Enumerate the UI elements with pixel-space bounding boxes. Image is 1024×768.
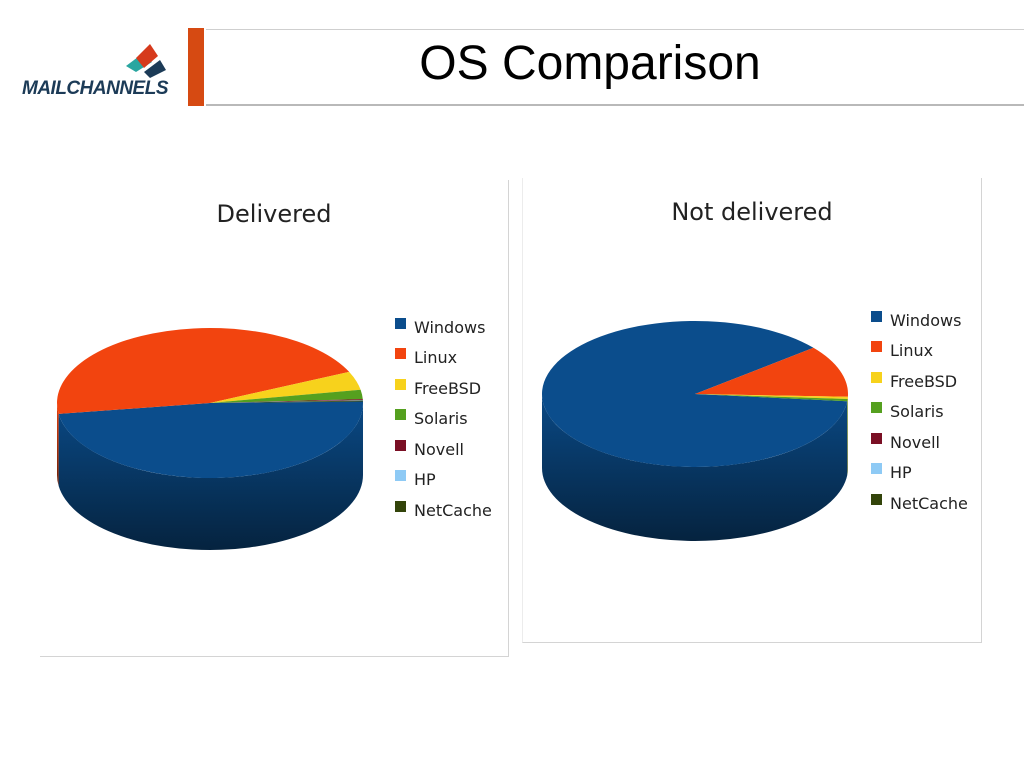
delivered-chart-title: Delivered [216, 200, 332, 228]
accent-bar [188, 28, 204, 106]
legend-swatch [871, 402, 882, 414]
page-title: OS Comparison [419, 37, 761, 90]
pie-slice-side-windows [58, 403, 363, 550]
legend-item-freebsd: FreeBSD [871, 366, 968, 397]
legend-item-netcache: NetCache [871, 488, 968, 519]
legend-item-novell: Novell [871, 427, 968, 458]
not-delivered-chart-panel: Not delivered Windows Linux FreeBSD Solaris… [522, 178, 982, 643]
legend-swatch [871, 341, 882, 353]
legend-swatch [395, 470, 406, 482]
pie-slice-novell [210, 399, 363, 403]
pie-slice-windows [542, 321, 848, 467]
legend-swatch [395, 500, 406, 512]
legend-item-novell: Novell [395, 434, 492, 465]
legend-label: FreeBSD [890, 371, 958, 391]
legend-item-netcache: NetCache [395, 495, 492, 526]
legend-swatch [871, 371, 882, 383]
legend-item-freebsd: FreeBSD [395, 373, 492, 404]
delivered-legend: Windows Linux FreeBSD Solaris Novell HP NetCac… [395, 312, 492, 526]
pie-slice-linux [56, 328, 350, 414]
legend-item-windows: Windows [871, 305, 968, 336]
legend-label: Novell [890, 432, 940, 452]
pie-slice-windows [58, 401, 363, 478]
delivered-pie-chart [56, 328, 363, 550]
legend-swatch [871, 310, 882, 322]
legend-item-solaris: Solaris [395, 404, 492, 435]
legend-label: FreeBSD [414, 378, 482, 398]
legend-item-solaris: Solaris [871, 397, 968, 428]
pie-slice-freebsd [695, 394, 848, 400]
legend-label: Novell [414, 439, 464, 459]
pie-slice-solaris [210, 389, 363, 403]
mailchannels-logo: MAILCHANNELS [22, 42, 182, 106]
legend-swatch [395, 378, 406, 390]
pie-slice-linux [695, 347, 848, 397]
legend-swatch [395, 317, 406, 329]
title-rule-top [206, 29, 1024, 30]
not-delivered-legend: Windows Linux FreeBSD Solaris Novell HP NetCac… [871, 305, 968, 519]
not-delivered-pie-chart [542, 321, 848, 541]
slide-header: MAILCHANNELS OS Comparison [0, 0, 1024, 110]
legend-item-windows: Windows [395, 312, 492, 343]
legend-label: Windows [414, 317, 486, 337]
legend-label: NetCache [890, 493, 968, 513]
not-delivered-chart-title: Not delivered [671, 198, 833, 226]
legend-label: Solaris [414, 409, 468, 429]
legend-label: Solaris [890, 402, 944, 422]
legend-swatch [871, 432, 882, 444]
delivered-chart-panel: Delivered Windows Linux FreeBSD Solaris Nove… [40, 180, 509, 657]
legend-label: NetCache [414, 500, 492, 520]
legend-label: Linux [890, 341, 934, 361]
legend-swatch [395, 348, 406, 360]
legend-swatch [395, 439, 406, 451]
legend-label: HP [414, 470, 436, 490]
pie-slice-netcache [210, 400, 363, 403]
pie-slice-freebsd [210, 371, 361, 403]
legend-label: Windows [890, 310, 962, 330]
logo-text: MAILCHANNELS [22, 78, 169, 99]
legend-item-linux: Linux [395, 343, 492, 374]
title-rule-bottom [206, 104, 1024, 106]
legend-item-hp: HP [871, 458, 968, 489]
legend-label: HP [890, 463, 912, 483]
legend-swatch [395, 409, 406, 421]
pie-slice-side-linux [57, 403, 59, 486]
legend-label: Linux [414, 348, 458, 368]
legend-swatch [871, 493, 882, 505]
legend-swatch [871, 463, 882, 475]
legend-item-hp: HP [395, 465, 492, 496]
legend-item-linux: Linux [871, 336, 968, 367]
pie-slice-hp [210, 400, 363, 403]
pie-slice-side-windows [542, 394, 848, 541]
logo-wings-icon [126, 44, 166, 78]
pie-slice-solaris [695, 394, 848, 402]
